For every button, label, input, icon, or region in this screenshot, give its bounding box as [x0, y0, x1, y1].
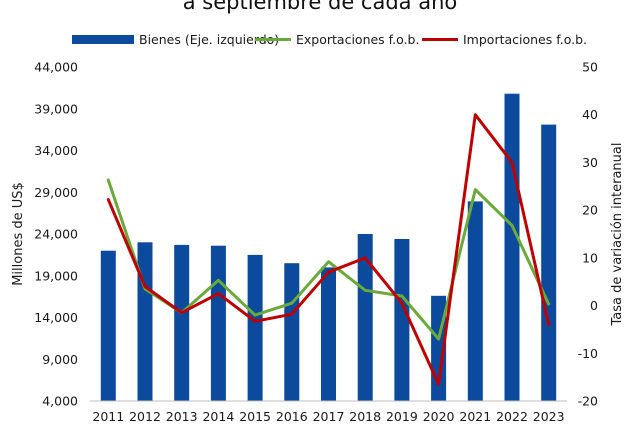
- left-axis-ticks: 4,000 9,000 14,000 19,000 24,000 29,000 34,000…: [34, 60, 78, 409]
- bar-2022: [504, 93, 520, 401]
- right-tick-label: -10: [578, 346, 598, 361]
- x-tick-label: 2020: [423, 409, 455, 424]
- line-series: [106, 113, 551, 386]
- left-tick-label: 4,000: [42, 394, 78, 409]
- legend: Bienes (Eje. izquierdo) Exportaciones f.…: [0, 30, 640, 48]
- left-tick-label: 14,000: [34, 310, 78, 325]
- left-axis-title: Millones de US$: [11, 182, 26, 286]
- bar-2016: [284, 263, 300, 401]
- x-tick-label: 2021: [459, 409, 491, 424]
- bar-2018: [357, 234, 373, 401]
- chart-title: a septiembre de cada año: [182, 0, 458, 14]
- bar-2021: [467, 201, 483, 401]
- left-tick-label: 9,000: [42, 352, 78, 367]
- left-tick-label: 39,000: [34, 101, 78, 116]
- x-tick-label: 2023: [533, 409, 565, 424]
- bar-2012: [137, 242, 153, 401]
- x-tick-label: 2018: [349, 409, 381, 424]
- bar-2019: [394, 239, 410, 401]
- legend-label-bienes: Bienes (Eje. izquierdo): [139, 31, 280, 47]
- right-tick-label: 0: [590, 298, 598, 313]
- bar-2011: [100, 250, 116, 401]
- left-tick-label: 29,000: [34, 185, 78, 200]
- legend-item-bienes: Bienes (Eje. izquierdo): [72, 30, 279, 48]
- right-tick-label: 30: [582, 155, 598, 170]
- right-axis-ticks: -20 -10 0 10 20 30 40 50: [578, 60, 598, 409]
- x-tick-label: 2015: [239, 409, 271, 424]
- right-tick-label: 50: [582, 60, 598, 75]
- x-tick-label: 2016: [276, 409, 308, 424]
- bar-2014: [210, 245, 226, 401]
- left-tick-label: 24,000: [34, 227, 78, 242]
- x-axis-ticks: 2011 2012 2013 2014 2015 2016 2017 2018 2019 2020…: [92, 409, 564, 424]
- x-tick-label: 2012: [129, 409, 161, 424]
- right-tick-label: 40: [582, 107, 598, 122]
- bar-series-bienes: [100, 93, 557, 401]
- right-tick-label: 20: [582, 203, 598, 218]
- left-tick-label: 19,000: [34, 268, 78, 283]
- x-tick-label: 2019: [386, 409, 418, 424]
- legend-label-importaciones: Importaciones f.o.b.: [463, 31, 588, 47]
- x-tick-label: 2014: [202, 409, 234, 424]
- bar-2015: [247, 254, 263, 401]
- right-tick-label: -20: [578, 394, 598, 409]
- x-tick-label: 2017: [313, 409, 345, 424]
- bar-2017: [321, 267, 336, 401]
- x-tick-label: 2013: [166, 409, 198, 424]
- legend-label-exportaciones: Exportaciones f.o.b.: [296, 31, 420, 47]
- legend-swatch-exportaciones: [255, 37, 291, 41]
- right-axis-title: Tasa de variación interanual: [610, 143, 625, 327]
- bar-2023: [541, 124, 557, 401]
- bar-2013: [174, 244, 190, 401]
- right-tick-label: 10: [582, 250, 598, 265]
- legend-swatch-importaciones: [422, 37, 458, 41]
- legend-swatch-bienes: [72, 34, 134, 44]
- left-tick-label: 44,000: [34, 60, 78, 75]
- left-tick-label: 34,000: [34, 143, 78, 158]
- x-tick-label: 2022: [496, 409, 528, 424]
- legend-item-exportaciones: Exportaciones f.o.b.: [255, 30, 419, 48]
- x-tick-label: 2011: [92, 409, 124, 424]
- legend-item-importaciones: Importaciones f.o.b.: [422, 30, 587, 48]
